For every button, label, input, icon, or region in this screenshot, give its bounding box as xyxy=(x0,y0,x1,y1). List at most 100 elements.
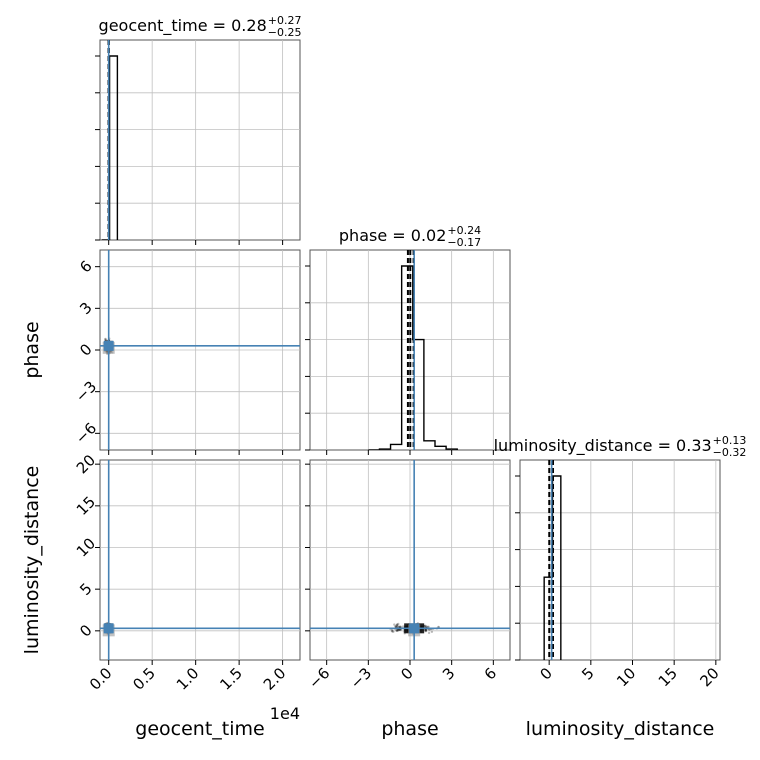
sample-point xyxy=(398,628,402,631)
sample-point xyxy=(395,623,399,627)
sample-point xyxy=(401,625,404,628)
title-geocent_time: geocent_time = 0.28 +0.27−0.25 xyxy=(99,14,302,39)
sample-point xyxy=(391,630,394,633)
sample-point xyxy=(395,629,399,632)
title-value: 0.33 xyxy=(676,436,712,455)
y-axis-label-luminosity_distance: luminosity_distance xyxy=(21,466,43,655)
sample-point xyxy=(424,629,428,633)
sample-point xyxy=(425,625,428,628)
title-main: phase = 0.02 xyxy=(339,226,446,245)
sample-point xyxy=(397,622,400,626)
y-tick-label: 3 xyxy=(76,299,95,318)
title-value: 0.28 xyxy=(231,16,267,35)
x-tick-label: 10 xyxy=(613,664,639,690)
sample-point xyxy=(427,631,431,635)
panel-geocent_time-vs-geocent_time xyxy=(100,40,300,240)
sample-point xyxy=(391,628,394,631)
truth-marker xyxy=(103,340,114,351)
panel-luminosity_distance-vs-geocent_time xyxy=(100,460,300,660)
y-tick-label: 5 xyxy=(76,579,95,598)
title-plus-error: +0.13 xyxy=(713,434,747,447)
title-name: geocent_time xyxy=(99,16,208,36)
title-luminosity_distance: luminosity_distance = 0.33 +0.13−0.32 xyxy=(494,434,747,459)
x-tick-label: 20 xyxy=(696,664,722,690)
x-tick-label: −3 xyxy=(347,664,375,692)
title-value: 0.02 xyxy=(411,226,447,245)
sample-point xyxy=(430,630,434,634)
panel-frames xyxy=(95,39,721,665)
x-tick-label: 3 xyxy=(439,664,458,683)
title-name: luminosity_distance xyxy=(494,436,653,456)
x-tick-label: 6 xyxy=(481,664,500,683)
x-tick-label: 2.0 xyxy=(260,664,290,694)
panel-phase-vs-geocent_time xyxy=(100,250,300,450)
panel-frame-2-2 xyxy=(519,459,721,661)
y-tick-label: 15 xyxy=(73,493,99,519)
sample-point xyxy=(396,623,399,626)
y-tick-label: 6 xyxy=(76,257,95,276)
y-tick-label: 10 xyxy=(73,534,99,560)
panel-frame-2-0 xyxy=(99,459,301,661)
sample-point xyxy=(424,629,427,632)
panel-frame-0-0 xyxy=(99,39,301,241)
x-offset-text: 1e4 xyxy=(270,704,300,723)
panel-phase-vs-phase xyxy=(310,250,510,450)
sample-point xyxy=(424,629,428,633)
x-tick-label: 0 xyxy=(537,664,556,683)
panel-contents xyxy=(100,40,720,660)
title-equals: = xyxy=(208,16,232,35)
sample-point xyxy=(395,628,399,632)
sample-point xyxy=(394,625,397,628)
title-minus-error: −0.17 xyxy=(447,236,481,249)
sample-point xyxy=(399,628,402,632)
sample-point xyxy=(398,625,402,628)
panel-luminosity_distance-vs-phase xyxy=(310,460,510,660)
sample-point xyxy=(424,624,427,628)
title-plus-error: +0.24 xyxy=(447,224,481,237)
sample-point xyxy=(395,629,398,632)
sample-point xyxy=(396,629,399,632)
sample-point xyxy=(437,625,440,629)
sample-point xyxy=(104,338,107,341)
x-tick-label: 0.5 xyxy=(129,664,159,694)
sample-point xyxy=(424,628,428,632)
x-tick-label: 0.0 xyxy=(86,664,116,694)
sample-point xyxy=(427,625,430,629)
y-tick-label: −3 xyxy=(72,377,100,405)
title-equals: = xyxy=(387,226,411,245)
x-axis-label-phase: phase xyxy=(381,718,438,740)
title-plus-error: +0.27 xyxy=(268,14,302,27)
sample-point xyxy=(394,625,397,628)
title-equals: = xyxy=(652,436,676,455)
x-tick-label: 5 xyxy=(578,664,597,683)
title-main: geocent_time = 0.28 xyxy=(99,16,267,36)
x-tick-label: 15 xyxy=(655,664,681,690)
y-tick-label: 20 xyxy=(73,451,99,477)
truth-marker xyxy=(103,623,114,634)
title-main: luminosity_distance = 0.33 xyxy=(494,436,712,456)
y-axis-label-phase: phase xyxy=(21,321,43,378)
sample-point xyxy=(104,337,107,341)
truth-marker xyxy=(409,623,420,634)
x-tick-label: 1.0 xyxy=(173,664,203,694)
sample-point xyxy=(396,624,399,628)
sample-point xyxy=(397,628,400,632)
y-tick-label: −6 xyxy=(72,419,100,447)
x-tick-label: 0 xyxy=(397,664,416,683)
title-minus-error: −0.32 xyxy=(713,446,747,459)
panel-luminosity_distance-vs-luminosity_distance xyxy=(520,460,720,660)
x-axis-label-geocent_time: geocent_time xyxy=(135,718,264,740)
sample-point xyxy=(424,624,427,628)
x-tick-label: −6 xyxy=(305,664,333,692)
x-axis-label-luminosity_distance: luminosity_distance xyxy=(526,718,715,740)
y-tick-label: 0 xyxy=(76,621,95,640)
sample-point xyxy=(393,623,396,626)
y-tick-label: 0 xyxy=(76,340,95,359)
sample-point xyxy=(392,630,395,633)
sample-point xyxy=(395,624,398,627)
title-phase: phase = 0.02 +0.24−0.17 xyxy=(339,224,481,249)
title-name: phase xyxy=(339,226,387,245)
x-tick-label: 1.5 xyxy=(216,664,246,694)
sample-point xyxy=(390,629,394,633)
